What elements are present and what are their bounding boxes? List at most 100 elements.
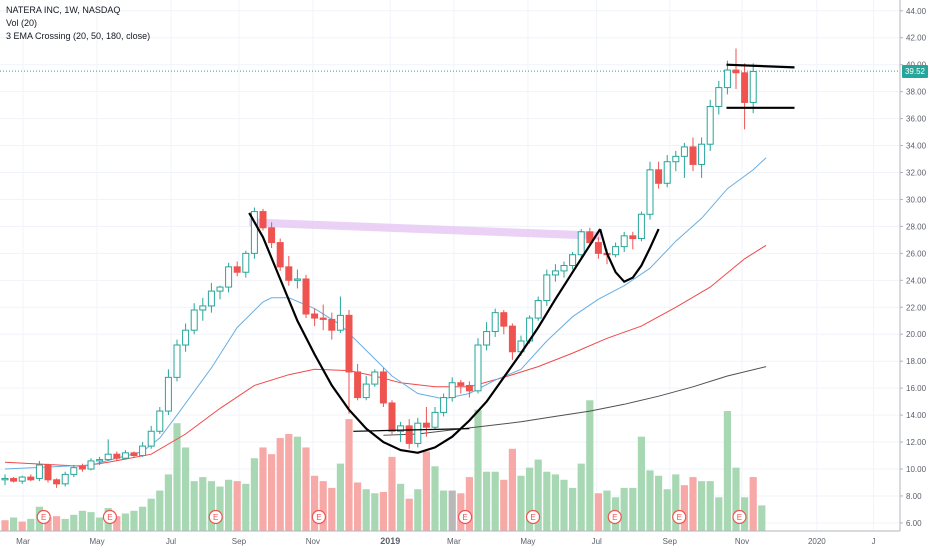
price-tick-label: 38.00 [906, 88, 927, 97]
candle-body [655, 169, 663, 184]
earnings-icon [36, 509, 51, 525]
volume-bar [646, 470, 654, 531]
volume-bar [139, 506, 147, 531]
time-axis-labels: Mar May Jul Sep Nov 2019 Mar May Jul Sep Nov 2020 J [16, 536, 875, 546]
earnings-icon [208, 509, 223, 525]
volume-bar [500, 479, 508, 531]
candle-body [465, 384, 473, 392]
candle-body [483, 331, 491, 346]
support-line [353, 428, 470, 432]
price-tick-label: 8.00 [906, 492, 922, 501]
volume-bar [723, 411, 731, 531]
volume-bar [362, 489, 370, 531]
volume-bars [1, 400, 766, 531]
candle-body [362, 383, 370, 399]
volume-bar [534, 459, 542, 531]
candle-body [569, 254, 577, 267]
candle-body [689, 146, 697, 165]
ema-20-line [4, 157, 767, 470]
candle-body [233, 266, 241, 273]
volume-bar [250, 458, 258, 531]
ema-50-line [4, 244, 767, 467]
price-tick-label: 30.00 [906, 195, 927, 204]
candle-body [620, 235, 628, 248]
candle-body [147, 430, 155, 447]
volume-bar [147, 498, 155, 531]
candle-body [242, 252, 250, 273]
flag-top-line [726, 63, 795, 69]
time-tick-label: May [520, 537, 535, 546]
price-tick-label: 44.00 [906, 7, 927, 16]
earnings-icon [607, 509, 622, 525]
volume-bar [371, 493, 379, 531]
volume-bar [680, 485, 688, 531]
candle-body [388, 402, 396, 432]
earnings-icon [311, 509, 326, 525]
last-price-tag: 39.52 [902, 64, 928, 78]
candle-body [1, 477, 9, 481]
candle-body [87, 460, 95, 470]
candle-body [311, 313, 319, 319]
volume-bar [259, 447, 267, 531]
time-tick-label: Jul [592, 537, 602, 546]
volume-bar [336, 463, 344, 531]
cup-curve [248, 212, 602, 454]
time-tick-label: May [89, 537, 104, 546]
earnings-label: E [612, 513, 617, 522]
candle-body [27, 476, 35, 481]
candle-body [551, 270, 559, 276]
candle-body [354, 371, 362, 399]
volume-bar [130, 510, 138, 531]
candle-body [293, 278, 301, 281]
candle-body [319, 317, 327, 320]
price-tick-label: 24.00 [906, 276, 927, 285]
time-tick-label: Nov [306, 537, 320, 546]
candle-body [113, 453, 121, 459]
candle-body [431, 411, 439, 428]
time-tick-label: 2019 [380, 536, 400, 546]
price-tick-label: 32.00 [906, 169, 927, 178]
volume-bar [207, 481, 215, 531]
price-tick-label: 12.00 [906, 438, 927, 447]
volume-bar [422, 451, 430, 531]
candle-body [302, 278, 310, 315]
candle-body [723, 69, 731, 89]
volume-bar [190, 481, 198, 531]
candle-body [379, 371, 387, 404]
candle-body [508, 325, 516, 353]
volume-bar [620, 487, 628, 531]
price-tick-label: 22.00 [906, 303, 927, 312]
earnings-icon [102, 509, 118, 525]
earnings-icon [672, 509, 687, 525]
earnings-label: E [41, 513, 46, 522]
volume-bar [543, 471, 551, 531]
candle-body [61, 473, 69, 485]
earnings-label: E [107, 513, 112, 522]
earnings-label: E [213, 513, 218, 522]
volume-bar [698, 481, 706, 531]
volume-bar [10, 517, 18, 531]
volume-bar [319, 481, 327, 531]
time-tick-label: Sep [232, 537, 247, 546]
candle-body [560, 265, 568, 272]
time-tick-label: 2020 [808, 537, 826, 546]
candle-body [646, 169, 654, 215]
volume-bar [121, 513, 129, 531]
candle-body [543, 274, 551, 302]
time-tick-label: Jul [166, 537, 176, 546]
candle-body [474, 344, 482, 392]
volume-bar [431, 466, 439, 531]
volume-bar [302, 447, 310, 531]
volume-bar [78, 510, 86, 531]
candle-body [397, 425, 405, 432]
handle-curve [599, 228, 660, 284]
candle-body [216, 286, 224, 292]
earnings-label: E [737, 513, 742, 522]
time-tick-label: Sep [663, 537, 678, 546]
volume-bar [551, 474, 559, 531]
candle-body [104, 453, 112, 461]
volume-bar [87, 512, 95, 531]
price-tick-label: 42.00 [906, 34, 927, 43]
candle-body [10, 477, 18, 482]
